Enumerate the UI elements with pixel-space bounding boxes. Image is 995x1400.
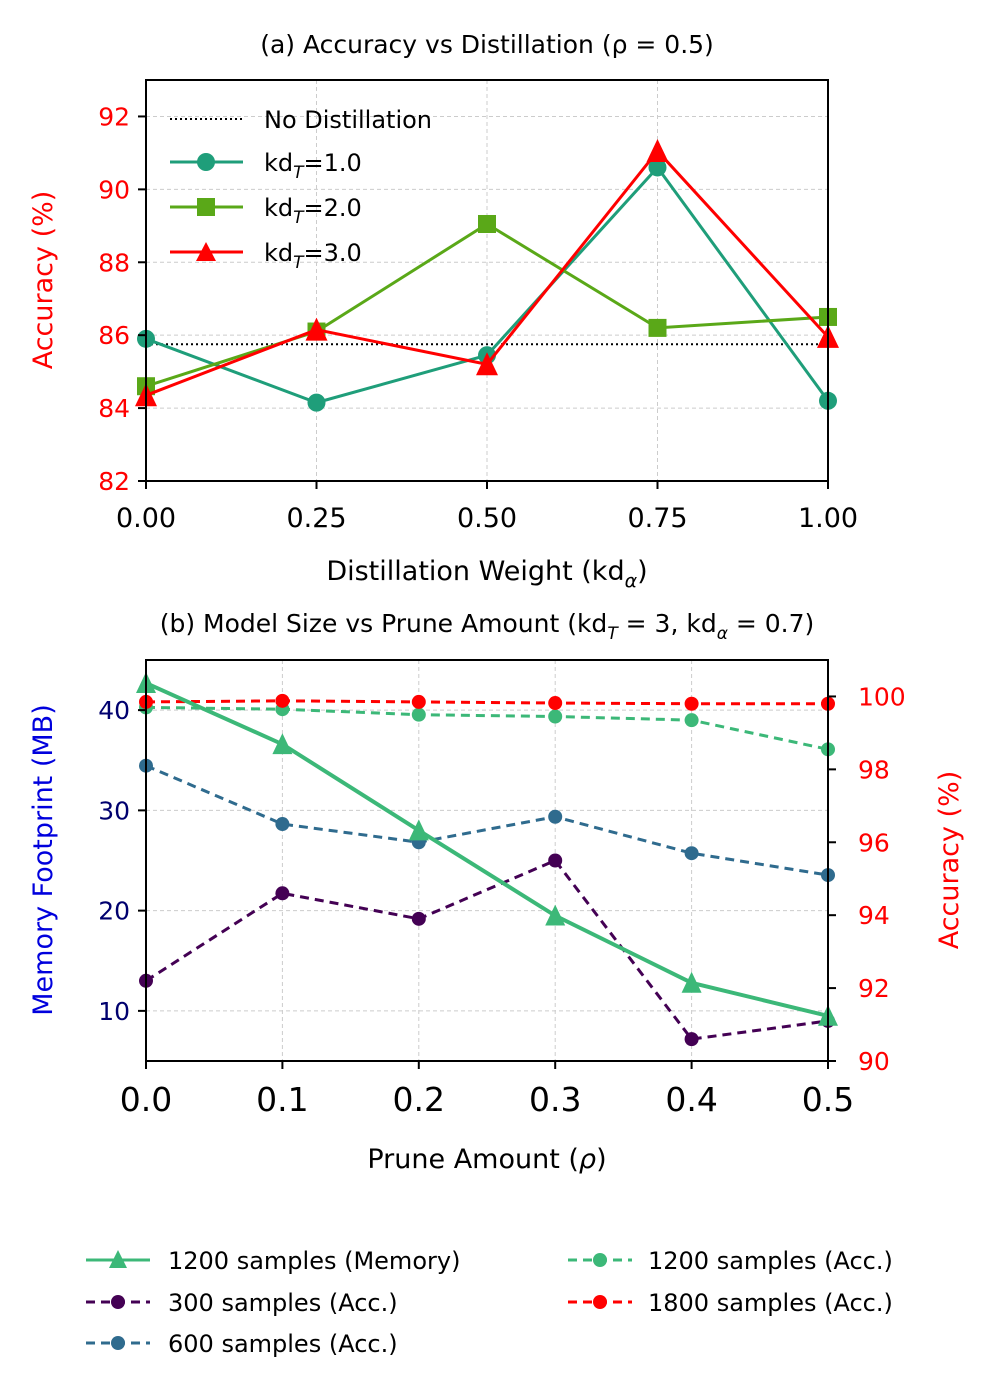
y-tick-label: 82 — [98, 467, 130, 496]
y-tick-label: 92 — [98, 102, 130, 131]
legend-a-label: kdT=3.0 — [264, 239, 362, 273]
y-left-tick-label: 40 — [98, 696, 130, 725]
data-point — [305, 317, 328, 341]
x-tick-label: 0.4 — [665, 1080, 717, 1119]
series-line — [145, 858, 829, 1041]
legend-a-triangle-marker — [196, 242, 216, 261]
y-left-tick-label: 10 — [98, 997, 130, 1026]
x-tick-label: 0.2 — [393, 1080, 445, 1119]
data-point — [275, 693, 290, 708]
data-point — [646, 138, 669, 162]
data-point — [476, 352, 498, 376]
legend-a-label: No Distillation — [264, 106, 432, 134]
legend-a-square-marker — [197, 198, 215, 216]
panel-b-ylabel-left: Memory Footprint (MB) — [28, 704, 59, 1016]
legend-a-label: kdT=1.0 — [264, 149, 362, 183]
panel-b-legend: 1200 samples (Memory) 300 samples (Acc.)… — [86, 1247, 893, 1358]
x-tick-label: 0.0 — [120, 1080, 172, 1119]
panel-a-frame — [145, 79, 829, 482]
y-right-tick-label: 90 — [858, 1047, 890, 1076]
data-point — [684, 713, 699, 728]
data-point — [411, 707, 426, 722]
y-tick-label: 88 — [98, 248, 130, 277]
y-tick-label: 86 — [98, 321, 130, 350]
panel-b: (b) Model Size vs Prune Amount (kdT = 3,… — [28, 609, 965, 1175]
x-tick-label: 0.75 — [627, 503, 687, 534]
y-right-tick-label: 96 — [858, 828, 890, 857]
data-point — [478, 214, 496, 233]
data-point — [684, 696, 699, 711]
x-tick-label: 0.3 — [529, 1080, 581, 1119]
panel-b-frame — [145, 659, 829, 1062]
y-tick-label: 84 — [98, 394, 130, 423]
data-point — [681, 971, 702, 993]
y-tick-label: 90 — [98, 175, 130, 204]
y-right-tick-label: 100 — [858, 682, 906, 711]
data-point — [545, 904, 566, 926]
data-point — [411, 911, 426, 926]
series-line — [145, 699, 828, 706]
data-point — [307, 393, 326, 412]
x-tick-label: 0.5 — [802, 1080, 854, 1119]
panel-a-title: (a) Accuracy vs Distillation (ρ = 0.5) — [260, 30, 714, 59]
data-point — [548, 696, 563, 711]
legend-b-circle-marker — [111, 1295, 125, 1309]
data-point — [275, 886, 290, 901]
panel-b-title: (b) Model Size vs Prune Amount (kdT = 3,… — [160, 609, 815, 644]
x-tick-label: 0.1 — [256, 1080, 308, 1119]
y-right-tick-label: 92 — [858, 974, 890, 1003]
data-point — [548, 709, 563, 724]
panel-b-ylabel-right: Accuracy (%) — [934, 771, 965, 950]
panel-b-xlabel: Prune Amount (ρ) — [367, 1144, 606, 1175]
legend-b-label: 600 samples (Acc.) — [168, 1330, 398, 1358]
data-point — [408, 819, 429, 841]
x-tick-label: 0.25 — [286, 503, 346, 534]
x-tick-label: 1.00 — [798, 503, 858, 534]
legend-a-circle-marker — [197, 153, 215, 171]
data-point — [684, 1032, 699, 1047]
data-point — [684, 846, 699, 861]
legend-a-label: kdT=2.0 — [264, 194, 362, 228]
data-point — [548, 809, 563, 824]
legend-b-label: 300 samples (Acc.) — [168, 1289, 398, 1317]
data-point — [548, 853, 563, 868]
series-line — [145, 764, 829, 877]
y-right-tick-label: 98 — [858, 755, 890, 784]
data-point — [648, 318, 667, 337]
panel-a-xlabel: Distillation Weight (kdα) — [326, 556, 647, 592]
x-tick-label: 0.50 — [457, 503, 517, 534]
data-point — [648, 158, 667, 177]
legend-b-triangle-marker — [109, 1250, 127, 1268]
panel-a-ylabel: Accuracy (%) — [28, 191, 59, 370]
x-tick-label: 0.00 — [116, 503, 176, 534]
panel-a: (a) Accuracy vs Distillation (ρ = 0.5) 0… — [28, 30, 858, 592]
series-line — [145, 705, 829, 751]
legend-b-label: 1800 samples (Acc.) — [648, 1289, 893, 1317]
y-left-tick-label: 30 — [98, 796, 130, 825]
legend-b-circle-marker — [593, 1253, 607, 1267]
series-line — [145, 681, 829, 1018]
data-point — [275, 817, 290, 832]
data-point — [272, 733, 293, 755]
legend-b-label: 1200 samples (Acc.) — [648, 1247, 893, 1275]
y-right-tick-label: 94 — [858, 901, 890, 930]
data-point — [411, 694, 426, 709]
legend-b-label: 1200 samples (Memory) — [168, 1247, 460, 1275]
legend-b-circle-marker — [111, 1336, 125, 1350]
y-left-tick-label: 20 — [98, 897, 130, 926]
legend-b-circle-marker — [593, 1295, 607, 1309]
